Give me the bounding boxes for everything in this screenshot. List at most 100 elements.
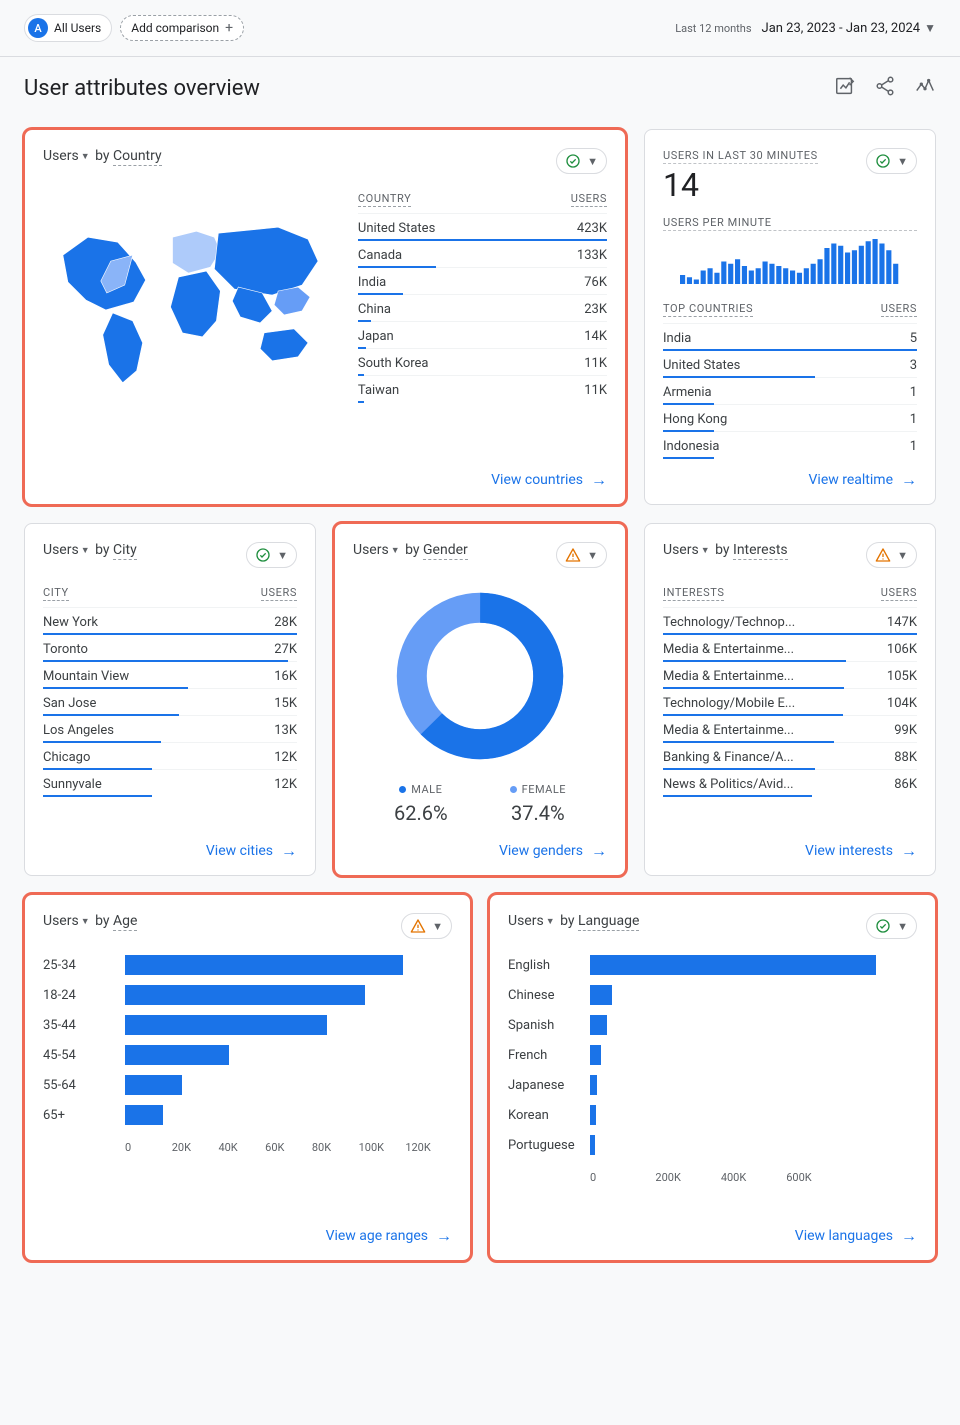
table-row[interactable]: India76K: [358, 268, 607, 295]
table-row[interactable]: Media & Entertainme...105K: [663, 662, 917, 689]
card-status-pill[interactable]: ▼: [866, 148, 917, 174]
table-row[interactable]: Hong Kong1: [663, 405, 917, 432]
view-languages-link[interactable]: View languages→: [508, 1214, 917, 1246]
hbar-row: English: [508, 955, 917, 975]
table-row[interactable]: South Korea11K: [358, 349, 607, 376]
table-row[interactable]: San Jose15K: [43, 689, 297, 716]
arrow-right-icon: →: [901, 470, 917, 490]
share-icon[interactable]: [874, 75, 896, 101]
card-title[interactable]: Users▼ by Interests: [663, 542, 788, 558]
caret-down-icon: ▼: [701, 546, 710, 556]
row-value: 147K: [887, 615, 917, 630]
table-row[interactable]: United States3: [663, 351, 917, 378]
row-label: United States: [663, 358, 740, 373]
cards-grid: Users▼ by Country ▼: [0, 111, 960, 1291]
table-row[interactable]: China23K: [358, 295, 607, 322]
arrow-right-icon: →: [901, 841, 917, 861]
col-header-users: USERS: [571, 192, 607, 207]
row-value: 104K: [887, 696, 917, 711]
table-row[interactable]: Armenia1: [663, 378, 917, 405]
card-status-pill[interactable]: ▼: [246, 542, 297, 568]
card-title[interactable]: Users▼ by City: [43, 542, 137, 558]
row-label: China: [358, 302, 391, 317]
card-title[interactable]: Users▼ by Age: [43, 913, 137, 929]
card-title[interactable]: Users▼ by Language: [508, 913, 639, 929]
table-row[interactable]: Toronto27K: [43, 635, 297, 662]
table-row[interactable]: Sunnyvale12K: [43, 770, 297, 796]
row-value: 105K: [887, 669, 917, 684]
table-row[interactable]: Mountain View16K: [43, 662, 297, 689]
view-cities-link[interactable]: View cities→: [43, 829, 297, 861]
users-per-minute-sparkline: [663, 239, 917, 284]
card-title[interactable]: Users▼ by Gender: [353, 542, 468, 558]
add-comparison-label: Add comparison: [131, 21, 219, 35]
customize-report-icon[interactable]: [834, 75, 856, 101]
gender-donut-chart: [353, 568, 607, 776]
table-row[interactable]: India5: [663, 324, 917, 351]
table-row[interactable]: New York28K: [43, 608, 297, 635]
card-status-pill[interactable]: ▼: [866, 913, 917, 939]
row-label: Indonesia: [663, 439, 719, 454]
row-label: Media & Entertainme...: [663, 723, 794, 738]
table-row[interactable]: Media & Entertainme...106K: [663, 635, 917, 662]
row-value: 16K: [274, 669, 297, 684]
view-realtime-link[interactable]: View realtime→: [663, 458, 917, 490]
row-value: 133K: [577, 248, 607, 263]
table-row[interactable]: Media & Entertainme...99K: [663, 716, 917, 743]
col-header-users: USERS: [881, 302, 917, 317]
row-label: United States: [358, 221, 435, 236]
row-value: 28K: [274, 615, 297, 630]
row-label: Chicago: [43, 750, 90, 765]
row-value: 1: [910, 385, 917, 400]
row-label: Toronto: [43, 642, 88, 657]
realtime-title: USERS IN LAST 30 MINUTES: [663, 149, 818, 164]
row-value: 11K: [584, 356, 607, 371]
row-label: India: [663, 331, 691, 346]
view-countries-link[interactable]: View countries→: [43, 458, 607, 490]
table-row[interactable]: Technology/Technop...147K: [663, 608, 917, 635]
table-row[interactable]: Banking & Finance/A...88K: [663, 743, 917, 770]
table-row[interactable]: Taiwan11K: [358, 376, 607, 402]
table-row[interactable]: Japan14K: [358, 322, 607, 349]
card-status-pill[interactable]: ▼: [556, 542, 607, 568]
row-label: Media & Entertainme...: [663, 642, 794, 657]
col-header-users: USERS: [261, 586, 297, 601]
arrow-right-icon: →: [436, 1226, 452, 1246]
table-row[interactable]: Canada133K: [358, 241, 607, 268]
age-bar-chart: 25-3418-2435-4445-5455-6465+: [43, 939, 452, 1141]
table-row[interactable]: Chicago12K: [43, 743, 297, 770]
hbar-row: 25-34: [43, 955, 452, 975]
plus-icon: +: [225, 20, 233, 36]
insights-icon[interactable]: [914, 75, 936, 101]
caret-down-icon: ▼: [546, 917, 555, 927]
view-interests-link[interactable]: View interests→: [663, 829, 917, 861]
legend-item: MALE62.6%: [394, 782, 448, 825]
hbar-row: Chinese: [508, 985, 917, 1005]
table-row[interactable]: Technology/Mobile E...104K: [663, 689, 917, 716]
table-row[interactable]: United States423K: [358, 214, 607, 241]
row-label: Los Angeles: [43, 723, 114, 738]
row-value: 12K: [274, 777, 297, 792]
table-row[interactable]: Los Angeles13K: [43, 716, 297, 743]
hbar-row: 45-54: [43, 1045, 452, 1065]
card-title[interactable]: Users▼ by Country: [43, 148, 162, 164]
add-comparison-button[interactable]: Add comparison +: [120, 15, 244, 41]
date-range-value[interactable]: Jan 23, 2023 - Jan 23, 2024: [762, 21, 921, 36]
col-header-users: USERS: [881, 586, 917, 601]
row-value: 11K: [584, 383, 607, 398]
table-row[interactable]: Indonesia1: [663, 432, 917, 458]
chevron-down-icon[interactable]: ▼: [924, 21, 936, 35]
users-per-minute-label: USERS PER MINUTE: [663, 216, 917, 231]
card-users-by-city: Users▼ by City ▼ CITY USERS New York28KT…: [24, 523, 316, 876]
row-value: 86K: [894, 777, 917, 792]
col-header-dimension: INTERESTS: [663, 586, 724, 601]
card-status-pill[interactable]: ▼: [866, 542, 917, 568]
view-age-ranges-link[interactable]: View age ranges→: [43, 1214, 452, 1246]
card-status-pill[interactable]: ▼: [556, 148, 607, 174]
table-row[interactable]: News & Politics/Avid...86K: [663, 770, 917, 796]
hbar-row: 18-24: [43, 985, 452, 1005]
segment-chip[interactable]: A All Users: [24, 14, 112, 42]
card-status-pill[interactable]: ▼: [401, 913, 452, 939]
view-genders-link[interactable]: View genders→: [353, 829, 607, 861]
caret-down-icon: ▼: [81, 152, 90, 162]
